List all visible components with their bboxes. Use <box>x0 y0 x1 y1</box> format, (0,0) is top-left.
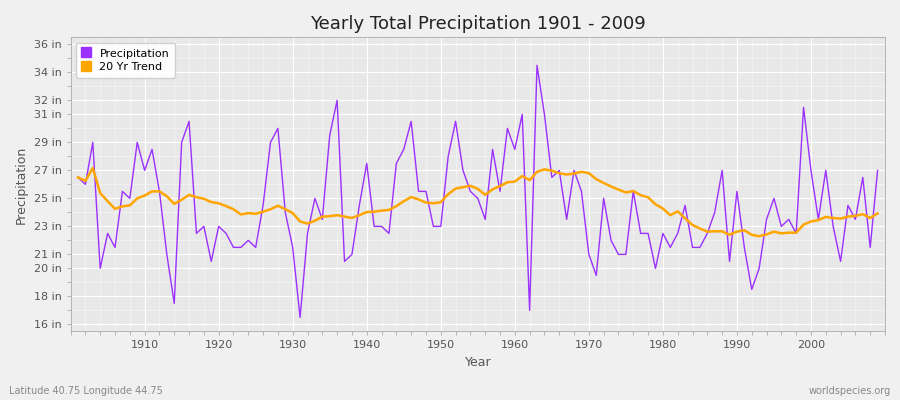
20 Yr Trend <box>302 221 313 226</box>
Precipitation <box>532 63 543 68</box>
Line: Precipitation: Precipitation <box>78 65 878 318</box>
Precipitation <box>872 168 883 173</box>
20 Yr Trend <box>73 175 84 180</box>
20 Yr Trend <box>872 211 883 216</box>
20 Yr Trend <box>140 193 150 198</box>
Precipitation <box>131 140 142 145</box>
Precipitation <box>346 252 357 257</box>
Precipitation <box>613 252 624 257</box>
20 Yr Trend <box>509 179 520 184</box>
Text: Latitude 40.75 Longitude 44.75: Latitude 40.75 Longitude 44.75 <box>9 386 163 396</box>
Precipitation <box>302 231 313 236</box>
20 Yr Trend <box>517 174 527 178</box>
X-axis label: Year: Year <box>464 356 491 369</box>
20 Yr Trend <box>346 216 357 220</box>
Text: worldspecies.org: worldspecies.org <box>809 386 891 396</box>
20 Yr Trend <box>606 184 616 189</box>
Precipitation <box>73 175 84 180</box>
Precipitation <box>294 315 305 320</box>
Legend: Precipitation, 20 Yr Trend: Precipitation, 20 Yr Trend <box>76 43 175 78</box>
Precipitation <box>517 112 527 117</box>
Title: Yearly Total Precipitation 1901 - 2009: Yearly Total Precipitation 1901 - 2009 <box>310 15 645 33</box>
Line: 20 Yr Trend: 20 Yr Trend <box>78 168 878 236</box>
Y-axis label: Precipitation: Precipitation <box>15 145 28 224</box>
20 Yr Trend <box>87 166 98 170</box>
Precipitation <box>509 147 520 152</box>
20 Yr Trend <box>753 234 764 238</box>
